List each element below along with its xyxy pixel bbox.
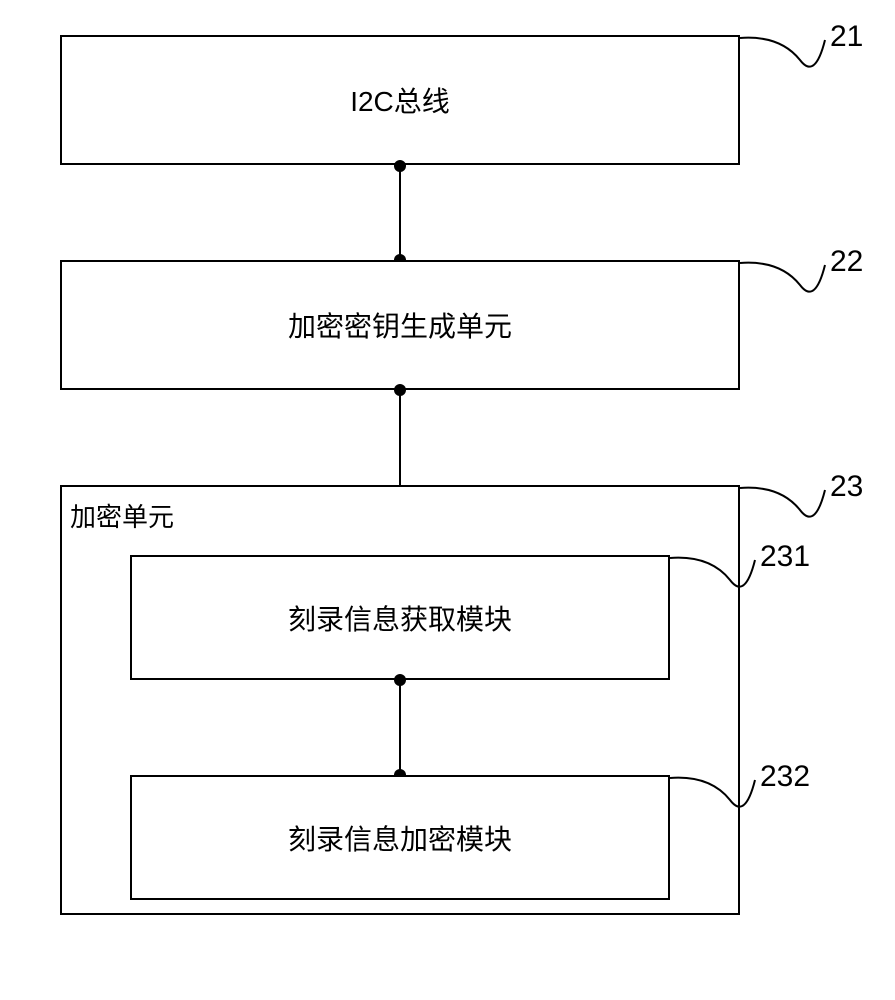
box-record-info-acquisition: 刻录信息获取模块 bbox=[130, 555, 670, 680]
connector-231-232 bbox=[399, 680, 401, 775]
box-encryption-key-unit-label: 加密密钥生成单元 bbox=[288, 305, 512, 345]
connector-dot bbox=[394, 384, 406, 396]
diagram-container: I2C总线 加密密钥生成单元 加密单元 刻录信息获取模块 刻录信息加密模块 21… bbox=[0, 0, 895, 1000]
box-i2c-bus: I2C总线 bbox=[60, 35, 740, 165]
box-encryption-unit-label: 加密单元 bbox=[70, 497, 174, 534]
callout-curve-icon bbox=[740, 255, 840, 335]
connector-21-22 bbox=[399, 165, 401, 260]
callout-22-label: 22 bbox=[830, 245, 863, 279]
callout-23-label: 23 bbox=[830, 470, 863, 504]
box-encryption-key-unit: 加密密钥生成单元 bbox=[60, 260, 740, 390]
connector-dot bbox=[394, 160, 406, 172]
box-record-info-encryption-label: 刻录信息加密模块 bbox=[288, 818, 512, 858]
callout-21-label: 21 bbox=[830, 20, 863, 54]
box-record-info-encryption: 刻录信息加密模块 bbox=[130, 775, 670, 900]
callout-231-label: 231 bbox=[760, 540, 810, 574]
callout-curve-icon bbox=[740, 30, 840, 110]
connector-dot bbox=[394, 674, 406, 686]
box-i2c-bus-label: I2C总线 bbox=[350, 80, 450, 120]
callout-curve-icon bbox=[670, 550, 770, 630]
callout-232-label: 232 bbox=[760, 760, 810, 794]
box-record-info-acquisition-label: 刻录信息获取模块 bbox=[288, 598, 512, 638]
callout-curve-icon bbox=[670, 770, 770, 850]
